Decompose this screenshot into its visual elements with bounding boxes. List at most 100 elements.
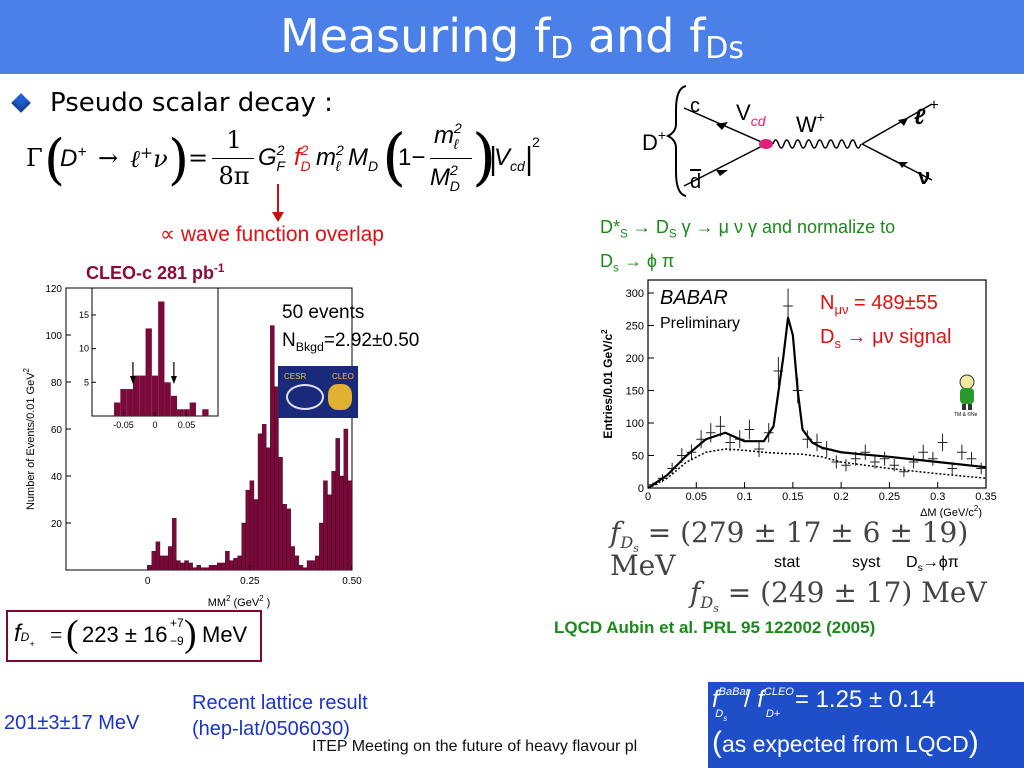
histogram-bar xyxy=(286,508,291,571)
histogram-bar xyxy=(233,558,238,571)
decay-constant-fd: f2D xyxy=(294,142,311,174)
histogram-bar xyxy=(241,522,246,571)
histogram-bar xyxy=(184,560,189,571)
gamma-symbol: Γ xyxy=(26,144,43,172)
histogram-bar xyxy=(216,562,222,571)
histogram-bar xyxy=(347,480,353,571)
histogram-bar xyxy=(343,428,349,571)
ckm-element: Vcd xyxy=(494,144,525,174)
histogram-bar xyxy=(261,424,267,571)
inner-frac-bar xyxy=(430,158,472,159)
histogram-bar xyxy=(319,522,324,571)
ratio-note: (as expected from LQCD) xyxy=(712,726,979,759)
x-axis-label-sup: 2 xyxy=(226,594,231,603)
histogram-bar xyxy=(323,480,328,571)
events-count: 50 events xyxy=(282,302,365,323)
babar-mascot-icon: TM & ©Ne xyxy=(954,374,978,418)
ds-phipi-label: Ds→ϕπ xyxy=(906,554,959,575)
y-axis-label-sup: 2 xyxy=(22,367,31,372)
signal-label: Ds → μν signal xyxy=(820,326,952,351)
inner-den: M2D xyxy=(430,162,460,194)
inset-bar xyxy=(132,375,140,416)
fd-err-down: −9 xyxy=(170,634,184,648)
decay-width-formula: Γ ( D+ → ℓ+ν ) = 1 8π G2F f2D m2ℓ MD ( 1… xyxy=(26,120,540,200)
lqcd-reference: LQCD Aubin et al. PRL 95 122002 (2005) xyxy=(554,618,876,637)
arrow: → xyxy=(98,144,119,172)
babar-x-tick-label: 0.25 xyxy=(879,491,900,503)
fermi-constant: G2F xyxy=(258,142,286,174)
big-open-paren-icon: ( xyxy=(382,120,407,193)
histogram-bar xyxy=(331,471,336,571)
inset-y-tick-label: 15 xyxy=(79,310,89,320)
big-close-paren-icon: ) xyxy=(472,120,497,193)
charm-label: c xyxy=(690,95,700,117)
babar-delta-m-plot: 0 50 100 150 200 250 300 0 0.05 0.1 0.15 0.2 0.25 0.3… xyxy=(600,279,997,518)
cesr-cleo-logo: CESR CLEO xyxy=(278,366,358,418)
w-boson-line xyxy=(772,139,862,149)
inset-x-tick-label: -0.05 xyxy=(113,420,134,430)
x-axis-label: MM2 (GeV2) xyxy=(208,594,271,609)
lepton: ℓ+ν xyxy=(130,144,168,173)
babar-x-axis-label-close: ) xyxy=(978,507,982,518)
histogram-bar xyxy=(298,565,304,571)
histogram-bar xyxy=(315,555,320,571)
histogram-bar xyxy=(339,475,345,571)
inset-bar xyxy=(158,301,165,416)
lepton-mass: m2ℓ xyxy=(316,142,344,174)
ring-icon xyxy=(286,384,324,410)
babar-y-axis-label-main: Entries/0.01 GeV/c xyxy=(601,334,615,439)
lqcd-fds-value: fDs = (249 ± 17) MeV xyxy=(690,576,987,615)
inset-bar xyxy=(114,402,121,416)
histogram-bar xyxy=(208,565,214,571)
lattice-note: Recent lattice result (hep-lat/0506030) xyxy=(192,690,368,742)
histogram-bar xyxy=(196,565,202,571)
histogram-bar xyxy=(278,456,283,571)
detector-icon xyxy=(328,384,352,410)
histogram-bar xyxy=(172,518,177,571)
babar-x-tick-label: 0.05 xyxy=(686,491,707,503)
babar-x-tick-label: 0.2 xyxy=(833,491,848,503)
x-tick-label: 0.50 xyxy=(342,576,362,587)
fd-result-box: fD+ = ( 223 ± 16 +7 −9 ) MeV xyxy=(6,610,262,662)
babar-x-tick-label: 0.3 xyxy=(930,491,945,503)
preliminary-label: Preliminary xyxy=(660,315,740,332)
histogram-bar xyxy=(257,433,263,571)
inset-bar xyxy=(120,389,127,416)
antidown-arrow-icon xyxy=(716,170,728,176)
histogram-bar xyxy=(253,499,259,571)
babar-y-tick-label: 200 xyxy=(626,353,644,365)
d-meson: D+ xyxy=(60,144,87,172)
antidown-line xyxy=(683,143,767,187)
y-tick-label: 40 xyxy=(51,472,63,483)
one-minus: 1− xyxy=(398,144,426,171)
mascot-caption: TM & ©Ne xyxy=(954,411,978,418)
fit-curve xyxy=(647,316,987,489)
n-munu-count: Nμν = 489±55 xyxy=(820,292,938,317)
footer-text: ITEP Meeting on the future of heavy flav… xyxy=(312,738,638,755)
inset-bar xyxy=(164,382,171,416)
fd-close-paren-icon: ) xyxy=(184,613,197,655)
histogram-bar xyxy=(188,562,193,571)
y-tick-label: 80 xyxy=(51,378,63,389)
close-paren-icon: ) xyxy=(168,128,190,191)
histogram-bar xyxy=(270,325,275,571)
babar-x-axis-label-sup: 2 xyxy=(974,504,979,513)
inset-x-tick-label: 0 xyxy=(152,420,157,430)
background-curve xyxy=(647,448,987,489)
cleo-text: CLEO xyxy=(332,372,354,381)
lepton-line xyxy=(861,103,933,145)
babar-y-tick-label: 100 xyxy=(626,418,644,430)
y-tick-label: 60 xyxy=(51,425,63,436)
fd-equals: = xyxy=(50,622,63,647)
frac-num: 1 xyxy=(226,126,242,154)
histogram-bar xyxy=(306,560,312,571)
histogram-bar xyxy=(204,567,210,571)
histogram-bar xyxy=(229,560,234,571)
ckm-square: 2 xyxy=(532,134,540,150)
babar-x-axis-label-main: ΔM (GeV/c xyxy=(920,507,974,518)
histogram-bar xyxy=(176,560,181,571)
inset-bar xyxy=(170,395,178,416)
x-axis-label-close: ) xyxy=(267,597,271,609)
histogram-bar xyxy=(192,567,197,571)
x-axis-label-unit-sup: 2 xyxy=(259,594,264,603)
